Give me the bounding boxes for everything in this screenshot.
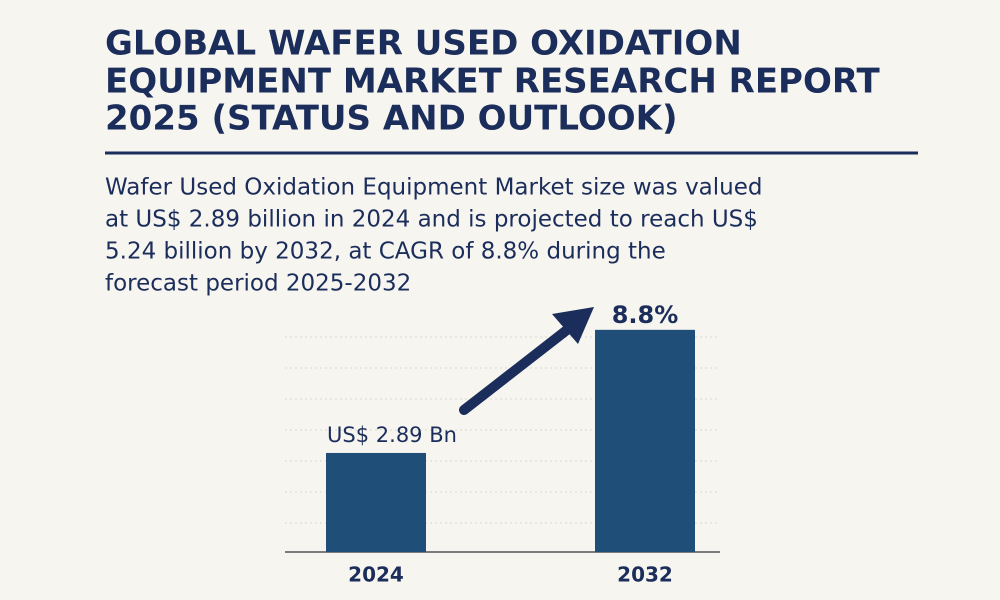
value-label: US$ 2.89 Bn <box>327 423 457 447</box>
description-line: 5.24 billion by 2032, at CAGR of 8.8% du… <box>105 239 666 265</box>
description-line: Wafer Used Oxidation Equipment Market si… <box>105 175 763 201</box>
x-tick-label: 2032 <box>617 563 673 587</box>
title-line: 2025 (STATUS AND OUTLOOK) <box>105 99 678 139</box>
description-line: at US$ 2.89 billion in 2024 and is proje… <box>105 207 758 233</box>
title-line: EQUIPMENT MARKET RESEARCH REPORT <box>105 62 881 102</box>
cagr-annotation: 8.8% <box>612 301 679 329</box>
bar <box>326 452 426 552</box>
title-line: GLOBAL WAFER USED OXIDATION <box>105 24 742 64</box>
growth-arrow-shaft <box>459 321 577 415</box>
growth-arrow-head <box>552 307 594 344</box>
description-line: forecast period 2025-2032 <box>105 271 411 297</box>
bar <box>595 329 695 552</box>
x-tick-label: 2024 <box>348 563 404 587</box>
